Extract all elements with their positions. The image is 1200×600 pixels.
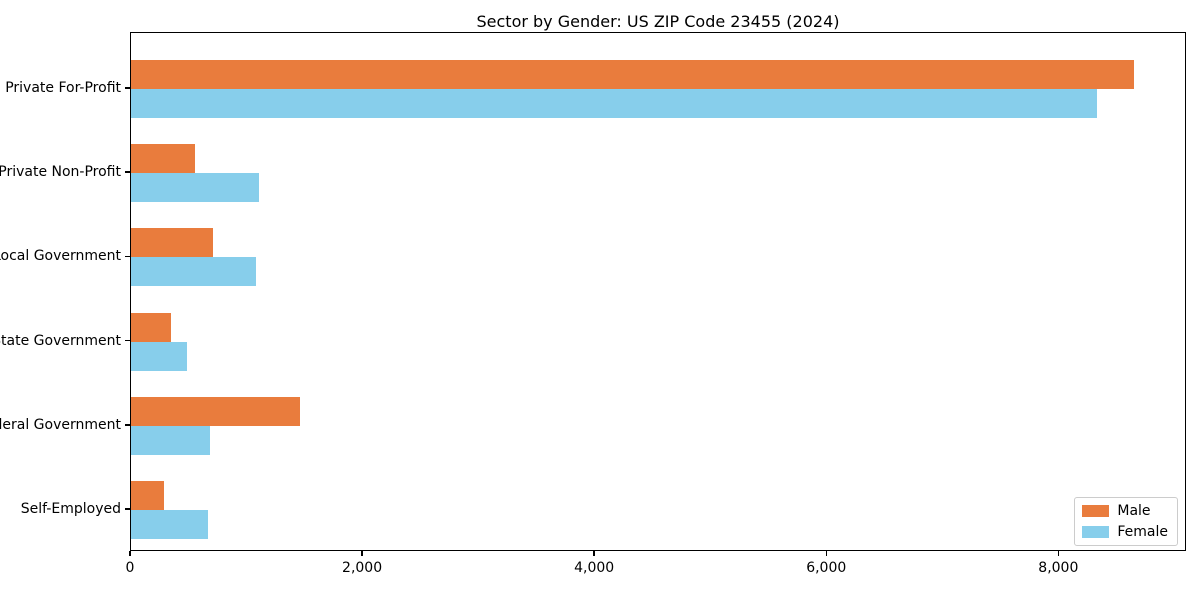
legend-label: Male — [1117, 503, 1151, 519]
bar-female-2 — [131, 173, 259, 203]
xtick-label: 4,000 — [574, 560, 615, 576]
legend-item-male: Male — [1082, 503, 1168, 519]
bar-female-1 — [131, 89, 1097, 118]
ytick-label: Local Government — [0, 248, 121, 265]
plot-area: Male Female — [130, 32, 1186, 551]
ytick-mark — [125, 255, 130, 258]
bar-male-4 — [131, 312, 171, 342]
bar-male-2 — [131, 144, 195, 174]
ytick-label: Federal Government — [0, 416, 121, 433]
ytick-label: Self-Employed — [20, 501, 121, 517]
xtick-mark — [361, 551, 363, 556]
ytick-label: State Government — [0, 332, 121, 349]
ytick-mark — [125, 424, 130, 426]
ytick-mark — [125, 339, 130, 342]
xtick-label: 8,000 — [1038, 560, 1079, 576]
legend-item-female: Female — [1082, 524, 1168, 540]
legend-swatch-female — [1082, 526, 1110, 538]
chart-title: Sector by Gender: US ZIP Code 23455 (202… — [476, 12, 840, 31]
bar-female-6 — [131, 510, 208, 539]
xtick-label: 6,000 — [806, 560, 847, 576]
legend-label: Female — [1117, 524, 1168, 540]
ytick-mark — [125, 171, 130, 173]
xtick-mark — [593, 551, 595, 556]
ytick-mark — [125, 87, 130, 89]
ytick-mark — [125, 508, 130, 510]
xtick-label: 2,000 — [342, 560, 383, 576]
bar-female-3 — [131, 257, 257, 287]
xtick-mark — [825, 551, 827, 556]
xtick-label: 0 — [125, 560, 135, 576]
bar-female-5 — [131, 425, 210, 455]
xtick-mark — [129, 551, 131, 556]
bar-male-6 — [131, 481, 164, 510]
bar-male-1 — [131, 60, 1134, 89]
xtick-mark — [1057, 551, 1060, 556]
bar-male-3 — [131, 228, 214, 258]
legend-swatch-male — [1082, 505, 1110, 517]
legend: Male Female — [1074, 497, 1178, 546]
bar-male-5 — [131, 396, 301, 426]
bar-female-4 — [131, 341, 187, 371]
ytick-label: Private For-Profit — [5, 80, 121, 96]
ytick-label: Private Non-Profit — [0, 164, 121, 181]
